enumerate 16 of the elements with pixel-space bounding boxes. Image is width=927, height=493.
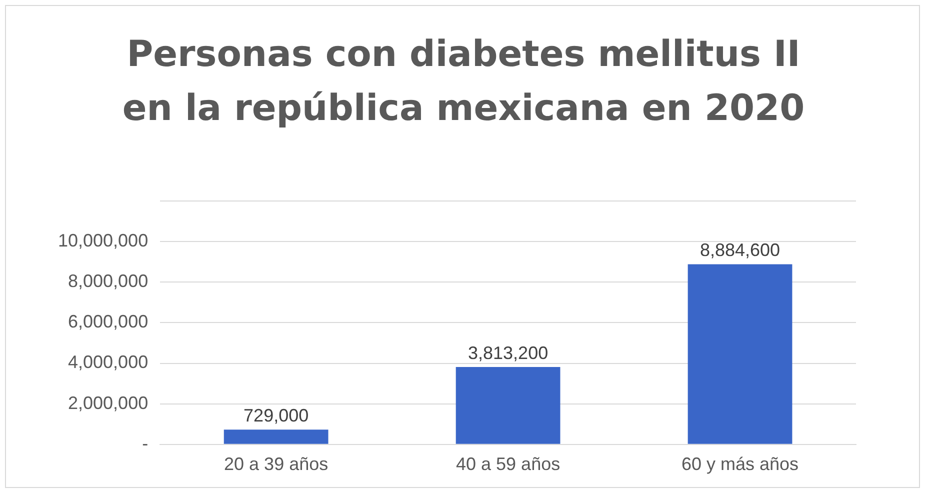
x-tick-label: 20 a 39 años bbox=[224, 454, 328, 474]
y-tick-label: 8,000,000 bbox=[68, 271, 148, 292]
bar bbox=[456, 367, 560, 444]
y-tick-label: 2,000,000 bbox=[68, 392, 148, 413]
y-tick-label: 4,000,000 bbox=[68, 352, 148, 372]
bar bbox=[224, 430, 328, 444]
x-tick-label: 60 y más años bbox=[681, 454, 799, 474]
data-label: 8,884,600 bbox=[700, 240, 780, 260]
x-tick-label: 40 a 59 años bbox=[456, 454, 560, 474]
data-label: 3,813,200 bbox=[468, 343, 548, 364]
data-label: 729,000 bbox=[244, 406, 309, 426]
y-tick-label: - bbox=[142, 433, 148, 454]
y-tick-label: 10,000,000 bbox=[58, 230, 148, 251]
y-tick-label: 6,000,000 bbox=[68, 312, 148, 332]
bar bbox=[688, 264, 792, 444]
chart-title: Personas con diabetes mellitus II en la república mexicana en 2020 bbox=[121, 33, 806, 131]
